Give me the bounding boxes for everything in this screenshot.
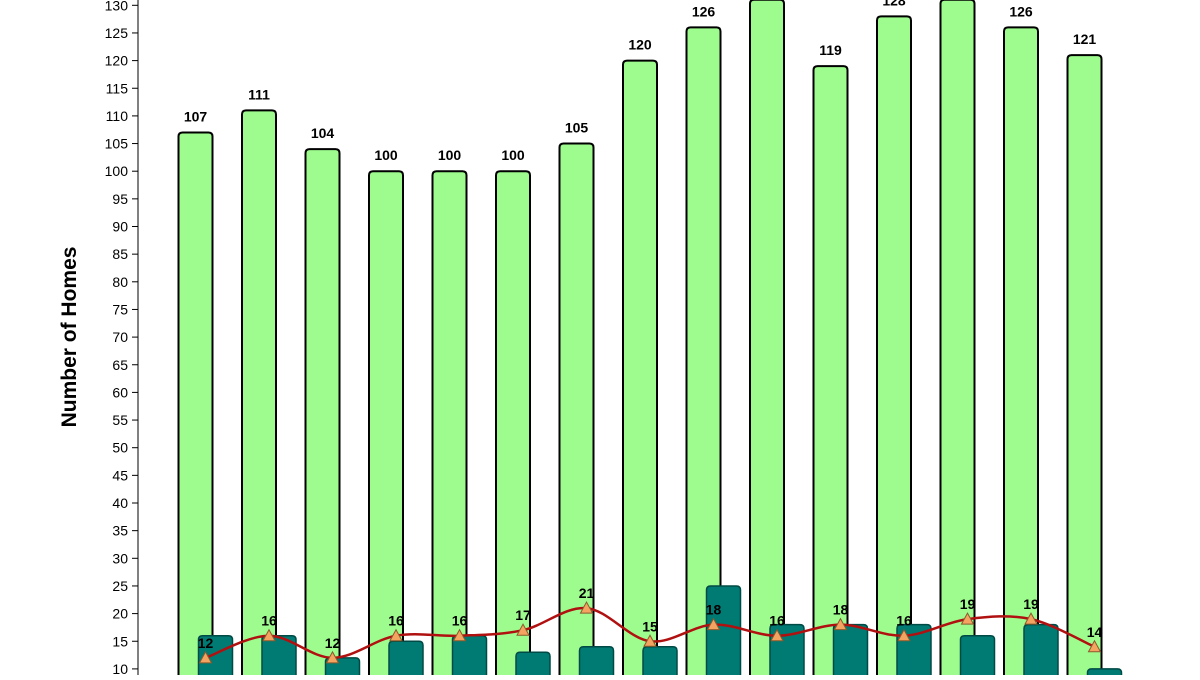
y-tick-label: 40: [112, 495, 128, 511]
y-tick-label: 55: [112, 412, 128, 428]
bar-primary: [177, 131, 214, 680]
bar-secondary: [578, 646, 615, 680]
trend-point: [325, 650, 340, 664]
y-tick-label: 30: [112, 550, 128, 566]
bar-primary: [495, 170, 531, 680]
bar-secondary: [959, 634, 996, 680]
bar-primary: [1066, 54, 1103, 680]
y-tick-label: 105: [105, 136, 129, 152]
y-tick-label: 100: [105, 163, 129, 179]
y-tick-label: 80: [112, 274, 128, 290]
bar-primary: [304, 148, 341, 680]
trend-data-label: 15: [642, 618, 658, 634]
y-tick-label: 115: [106, 80, 129, 96]
bar-primary: [368, 170, 404, 680]
trend-point: [452, 628, 467, 642]
trend-data-label: 16: [452, 613, 468, 629]
bar-primary: [939, 0, 976, 680]
y-tick-label: 50: [112, 440, 128, 456]
trend-point: [389, 628, 403, 642]
bar-secondary: [388, 640, 424, 680]
bar-primary: [431, 170, 468, 680]
trend-point: [262, 628, 276, 642]
y-tick-label: 20: [112, 606, 128, 622]
trend-data-label: 16: [769, 613, 785, 629]
bar-primary-data-label: 120: [628, 37, 652, 53]
trend-data-label: 19: [960, 596, 976, 612]
bar-primary: [749, 0, 785, 680]
bar-secondary: [324, 657, 361, 680]
bar-primary-data-label: 111: [248, 86, 270, 102]
trend-point: [833, 617, 848, 631]
trend-point: [770, 628, 784, 642]
trend-point: [960, 612, 975, 625]
bar-primary-data-label: 104: [311, 125, 335, 141]
bar-secondary: [1086, 668, 1123, 680]
bar-primary-data-label: 100: [374, 147, 398, 163]
bar-primary-data-label: 121: [1073, 31, 1097, 47]
trend-point: [897, 628, 911, 642]
y-tick-label: 15: [112, 633, 128, 649]
trend-data-label: 16: [261, 613, 277, 629]
y-tick-label: 120: [105, 53, 129, 69]
trend-point: [516, 623, 530, 636]
bar-secondary: [261, 634, 297, 680]
bar-secondary: [642, 646, 678, 680]
bar-primary: [812, 65, 849, 680]
trend-data-label: 21: [579, 585, 595, 601]
trend-point: [643, 634, 657, 647]
bar-primary: [1003, 26, 1039, 680]
bar-primary: [241, 109, 277, 680]
trend-point: [579, 601, 594, 614]
bar-secondary: [515, 651, 551, 680]
trend-point: [1024, 612, 1038, 625]
bar-primary-data-label: 126: [692, 3, 716, 19]
bar-primary: [622, 59, 658, 680]
bar-secondary: [705, 585, 742, 680]
trend-data-label: 17: [515, 607, 531, 623]
y-tick-label: 35: [112, 523, 128, 539]
y-tick-label: 10: [112, 661, 128, 675]
trend-point: [706, 617, 721, 631]
y-tick-label: 75: [112, 301, 128, 317]
trend-data-label: 19: [1023, 596, 1039, 612]
bar-secondary: [832, 623, 869, 680]
y-tick-label: 70: [112, 329, 128, 345]
bar-primary: [685, 26, 722, 680]
y-axis-label: Number of Homes: [58, 246, 81, 428]
bar-secondary: [1023, 623, 1059, 680]
bar-primary-data-label: 107: [184, 108, 208, 124]
y-tick-label: 95: [112, 191, 128, 207]
trend-data-label: 14: [1087, 624, 1103, 640]
bar-primary: [558, 142, 595, 680]
y-tick-label: 130: [105, 0, 129, 13]
trend-data-label: 16: [388, 613, 404, 629]
trend-data-label: 18: [833, 602, 849, 618]
bar-primary-data-label: 100: [501, 147, 525, 163]
y-tick-label: 65: [112, 357, 128, 373]
trend-data-label: 12: [198, 635, 214, 651]
trend-data-label: 18: [706, 602, 722, 618]
bar-primary-data-label: 119: [819, 42, 842, 58]
y-tick-label: 60: [112, 384, 128, 400]
trend-data-label: 12: [325, 635, 341, 651]
bar-primary: [876, 15, 912, 680]
bar-secondary: [451, 634, 488, 680]
bar-primary-data-label: 126: [1009, 3, 1033, 19]
trend-data-label: 16: [896, 613, 912, 629]
bar-primary-data-label: 100: [438, 147, 462, 163]
trend-point: [1087, 639, 1102, 653]
y-tick-label: 125: [105, 25, 129, 41]
y-tick-label: 90: [112, 219, 128, 235]
bar-primary-data-label: 105: [565, 120, 589, 136]
bar-primary-data-label: 128: [882, 0, 906, 8]
trend-point: [198, 650, 213, 664]
y-tick-label: 45: [112, 467, 128, 483]
y-tick-label: 110: [106, 108, 129, 124]
bar-secondary: [197, 634, 234, 680]
y-tick-label: 85: [112, 246, 128, 262]
y-tick-label: 25: [112, 578, 128, 594]
